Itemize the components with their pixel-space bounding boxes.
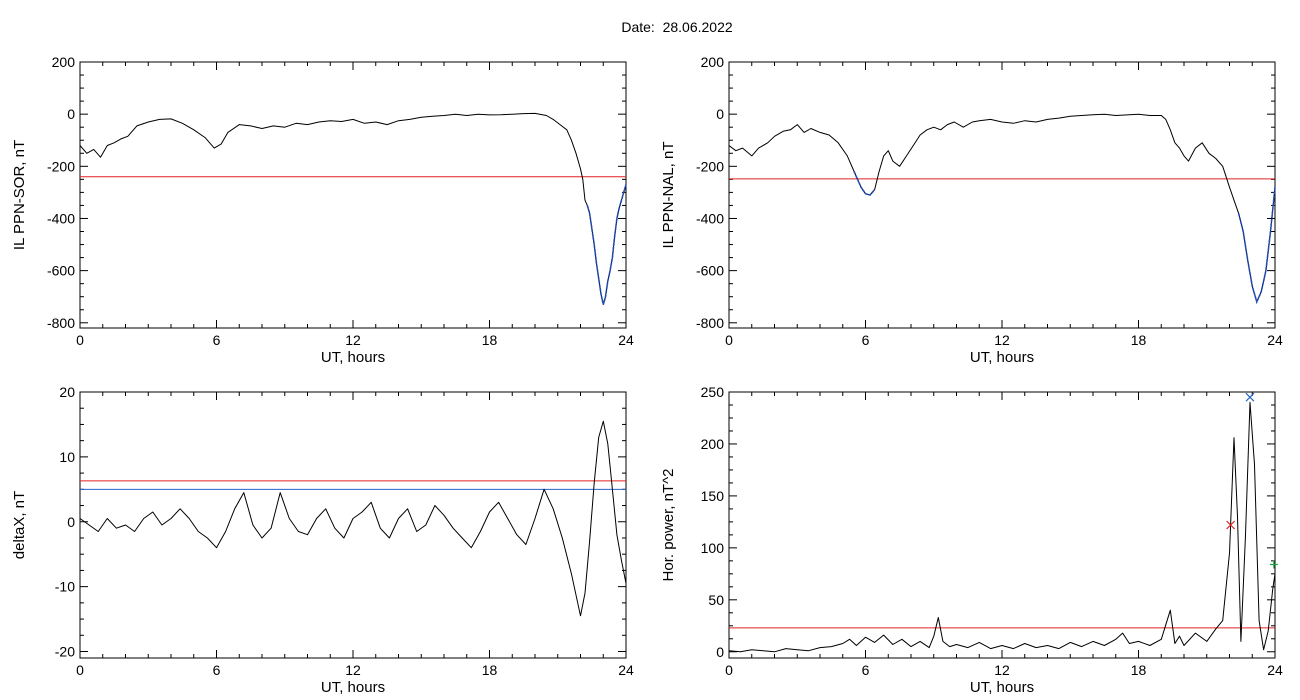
y-tick-label: 0 xyxy=(716,106,724,122)
y-tick-label: 20 xyxy=(59,384,75,400)
series-line-0 xyxy=(728,113,1276,303)
marker-x-0 xyxy=(1226,520,1236,530)
x-tick-label: 6 xyxy=(213,662,221,678)
marker-x-1 xyxy=(1245,392,1255,402)
x-tick-label: 24 xyxy=(1267,332,1283,348)
y-tick-label: 0 xyxy=(67,106,75,122)
date-value: 28.06.2022 xyxy=(662,19,733,35)
y-tick-label: 200 xyxy=(52,54,76,70)
y-axis-label: deltaX, nT xyxy=(11,491,28,559)
x-tick-label: 12 xyxy=(994,332,1010,348)
series-line-0 xyxy=(79,112,627,305)
y-tick-label: 200 xyxy=(701,436,725,452)
y-tick-label: 100 xyxy=(701,540,725,556)
y-tick-label: 0 xyxy=(67,514,75,530)
x-tick-label: 18 xyxy=(1131,662,1147,678)
highlight-segment-1 xyxy=(1237,187,1276,305)
x-tick-label: 18 xyxy=(482,662,498,678)
x-tick-label: 0 xyxy=(76,662,84,678)
y-axis-label: Hor. power, nT^2 xyxy=(660,469,677,582)
y-tick-label: -800 xyxy=(47,315,75,331)
x-axis-label: UT, hours xyxy=(321,679,385,696)
x-tick-label: 24 xyxy=(618,662,634,678)
x-tick-label: 0 xyxy=(76,332,84,348)
y-tick-label: 150 xyxy=(701,488,725,504)
y-tick-label: -600 xyxy=(47,263,75,279)
x-tick-label: 12 xyxy=(345,332,361,348)
y-axis-label: IL PPN-SOR, nT xyxy=(11,140,28,250)
x-axis-label: UT, hours xyxy=(970,679,1034,696)
y-tick-label: 0 xyxy=(716,644,724,660)
x-tick-label: 24 xyxy=(618,332,634,348)
y-tick-label: -400 xyxy=(47,210,75,226)
y-tick-label: 10 xyxy=(59,449,75,465)
marker-plus-2 xyxy=(1269,560,1278,569)
x-tick-label: 12 xyxy=(345,662,361,678)
highlight-segment-0 xyxy=(586,184,627,305)
y-tick-label: -200 xyxy=(47,158,75,174)
y-axis-label: IL PPN-NAL, nT xyxy=(660,142,677,249)
x-tick-label: 18 xyxy=(482,332,498,348)
x-tick-label: 24 xyxy=(1267,662,1283,678)
x-axis-label: UT, hours xyxy=(321,349,385,366)
x-tick-label: 12 xyxy=(994,662,1010,678)
y-tick-label: -600 xyxy=(696,263,724,279)
y-tick-label: -200 xyxy=(696,158,724,174)
series-line-0 xyxy=(79,420,627,617)
y-tick-label: 50 xyxy=(708,592,724,608)
y-tick-label: -400 xyxy=(696,210,724,226)
x-tick-label: 6 xyxy=(213,332,221,348)
y-tick-label: -20 xyxy=(55,644,75,660)
x-tick-label: 6 xyxy=(862,662,870,678)
x-tick-label: 0 xyxy=(725,662,733,678)
highlight-segment-0 xyxy=(853,171,876,196)
x-tick-label: 18 xyxy=(1131,332,1147,348)
plot-frame xyxy=(728,61,1276,329)
chart-panel-bottom-left: 0 6 12 18 24 20 10 0 -10 -20 UT, hours deltaX, nT xyxy=(11,384,634,696)
y-tick-label: 250 xyxy=(701,384,725,400)
y-tick-label: -800 xyxy=(696,315,724,331)
y-tick-label: -10 xyxy=(55,579,75,595)
page-title: Date: 28.06.2022 xyxy=(0,19,1300,35)
x-axis-label: UT, hours xyxy=(970,349,1034,366)
series-line-0 xyxy=(728,401,1276,653)
plot-frame xyxy=(728,391,1276,659)
y-tick-label: 200 xyxy=(701,54,725,70)
chart-panel-top-right: 0 6 12 18 24 200 0 -200 -400 -600 -800 UT, hours IL … xyxy=(660,54,1283,366)
x-tick-label: 6 xyxy=(862,332,870,348)
x-tick-label: 0 xyxy=(725,332,733,348)
date-label: Date: xyxy=(621,19,655,35)
chart-panel-bottom-right: 0 6 12 18 24 250 200 150 100 50 0 UT, hours Hor. pow… xyxy=(660,384,1283,696)
plot-frame xyxy=(79,61,627,329)
chart-panel-top-left: 0 6 12 18 24 200 0 -200 -400 -600 -800 UT, hours IL … xyxy=(11,54,634,366)
